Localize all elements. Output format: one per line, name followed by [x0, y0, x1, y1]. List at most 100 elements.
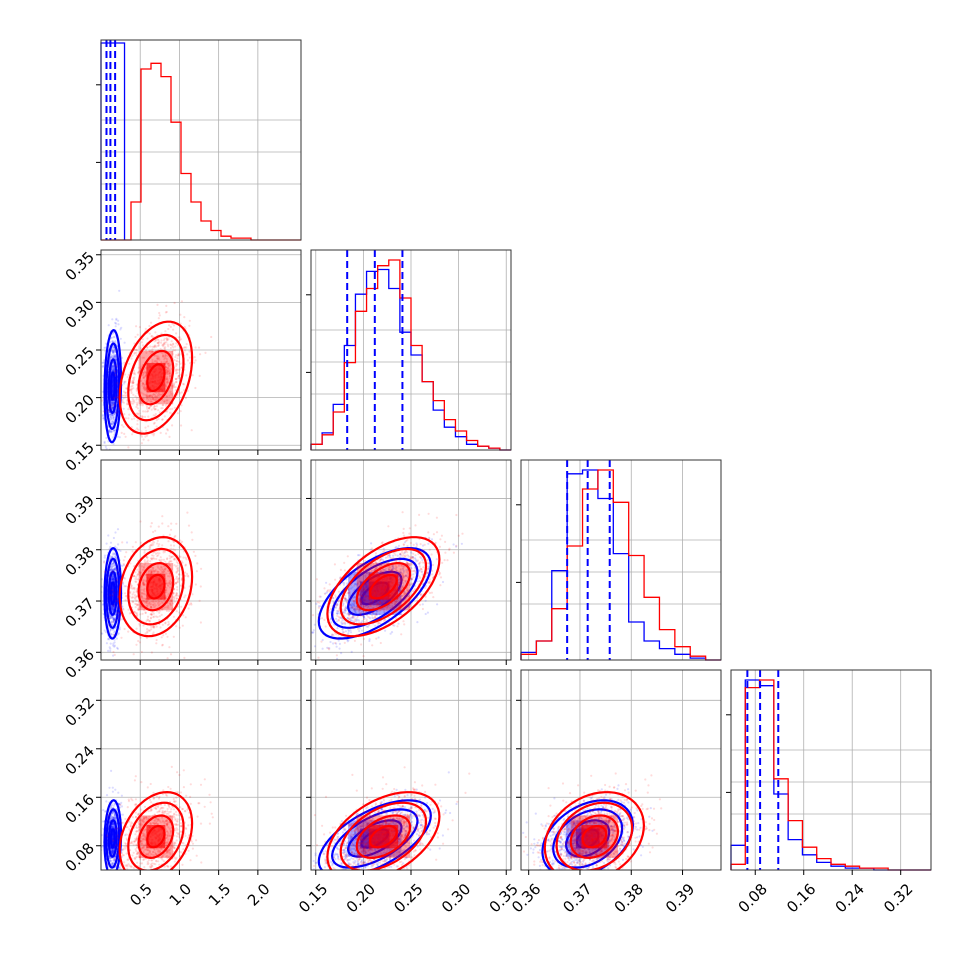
- sample-point: [149, 546, 152, 550]
- sample-point: [402, 527, 405, 531]
- sample-point: [315, 602, 318, 606]
- sample-point: [156, 394, 159, 397]
- sample-point: [188, 324, 191, 327]
- sample-point: [401, 554, 404, 557]
- sample-point: [142, 376, 145, 379]
- sample-point: [365, 625, 368, 628]
- sample-point: [335, 654, 338, 657]
- sample-point: [112, 356, 116, 359]
- sample-point: [112, 608, 115, 611]
- panel-frame-0: [100, 39, 302, 241]
- sample-point: [155, 354, 158, 358]
- sample-point: [125, 387, 128, 390]
- sample-point: [157, 603, 160, 606]
- sample-point: [131, 433, 134, 436]
- sample-point: [132, 586, 135, 590]
- sample-point: [151, 348, 154, 351]
- sample-point: [131, 381, 135, 384]
- sample-point: [368, 624, 371, 627]
- sample-point: [104, 631, 108, 634]
- sample-point: [186, 359, 189, 362]
- sample-point: [157, 355, 160, 358]
- sample-point: [129, 590, 132, 594]
- sample-point: [160, 393, 163, 396]
- sample-point: [122, 407, 125, 410]
- sample-point: [144, 379, 147, 382]
- sample-point: [164, 550, 167, 553]
- sample-point: [395, 566, 398, 570]
- contour-series_b-level-0: [146, 363, 166, 392]
- sample-point: [134, 395, 137, 398]
- sample-point: [153, 432, 156, 435]
- sample-point: [176, 363, 179, 366]
- sample-point: [108, 638, 111, 641]
- sample-point: [150, 600, 153, 603]
- sample-point: [150, 651, 153, 654]
- sample-point: [131, 379, 134, 382]
- sample-point: [390, 631, 394, 634]
- sample-point: [146, 434, 149, 437]
- sample-point: [153, 615, 156, 618]
- sample-point: [157, 339, 160, 342]
- sample-point: [132, 381, 135, 384]
- sample-point: [111, 416, 114, 419]
- sample-point: [165, 369, 168, 372]
- sample-point: [180, 300, 183, 303]
- sample-point: [193, 361, 196, 364]
- sample-point: [142, 410, 145, 413]
- sample-point: [169, 325, 172, 328]
- sample-point: [141, 592, 144, 595]
- sample-point: [163, 400, 166, 403]
- sample-point: [135, 576, 138, 579]
- sample-point: [112, 367, 115, 370]
- sample-point: [115, 317, 118, 320]
- sample-point: [124, 417, 127, 420]
- sample-point: [156, 610, 159, 613]
- sample-point: [158, 358, 161, 361]
- panel-frame-2: [520, 459, 722, 661]
- sample-point: [111, 579, 114, 582]
- sample-point: [157, 525, 160, 528]
- sample-point: [160, 360, 163, 363]
- sample-point: [152, 554, 155, 557]
- sample-point: [168, 533, 171, 536]
- sample-point: [152, 393, 155, 396]
- sample-point: [153, 626, 156, 629]
- sample-point: [175, 570, 178, 573]
- sample-point: [166, 371, 169, 374]
- sample-point: [155, 360, 158, 364]
- sample-point: [103, 570, 106, 574]
- sample-point: [129, 388, 133, 391]
- sample-point: [124, 435, 127, 438]
- sample-point: [111, 605, 114, 608]
- sample-point: [112, 350, 116, 353]
- sample-point: [151, 603, 155, 606]
- sample-point: [160, 613, 163, 617]
- sample-point: [112, 618, 115, 622]
- sample-point: [140, 365, 143, 368]
- sample-point: [173, 588, 176, 591]
- sample-point: [132, 591, 135, 594]
- sample-point: [337, 639, 340, 642]
- sample-point: [350, 605, 353, 609]
- sample-point: [138, 347, 141, 350]
- sample-point: [177, 573, 181, 576]
- sample-point: [165, 558, 169, 561]
- sample-point: [180, 404, 183, 407]
- sample-point: [172, 602, 175, 605]
- sample-point: [162, 558, 165, 561]
- sample-point: [156, 395, 159, 398]
- sample-point: [153, 557, 156, 560]
- sample-point: [414, 567, 417, 571]
- sample-point: [134, 595, 138, 599]
- sample-point: [111, 574, 114, 577]
- sample-point: [121, 607, 125, 610]
- sample-point: [147, 394, 150, 397]
- sample-point: [431, 573, 434, 576]
- sample-point: [170, 384, 173, 387]
- sample-point: [141, 392, 144, 395]
- sample-point: [167, 584, 170, 588]
- sample-point: [156, 601, 159, 605]
- sample-point: [115, 358, 118, 361]
- sample-point: [133, 401, 136, 404]
